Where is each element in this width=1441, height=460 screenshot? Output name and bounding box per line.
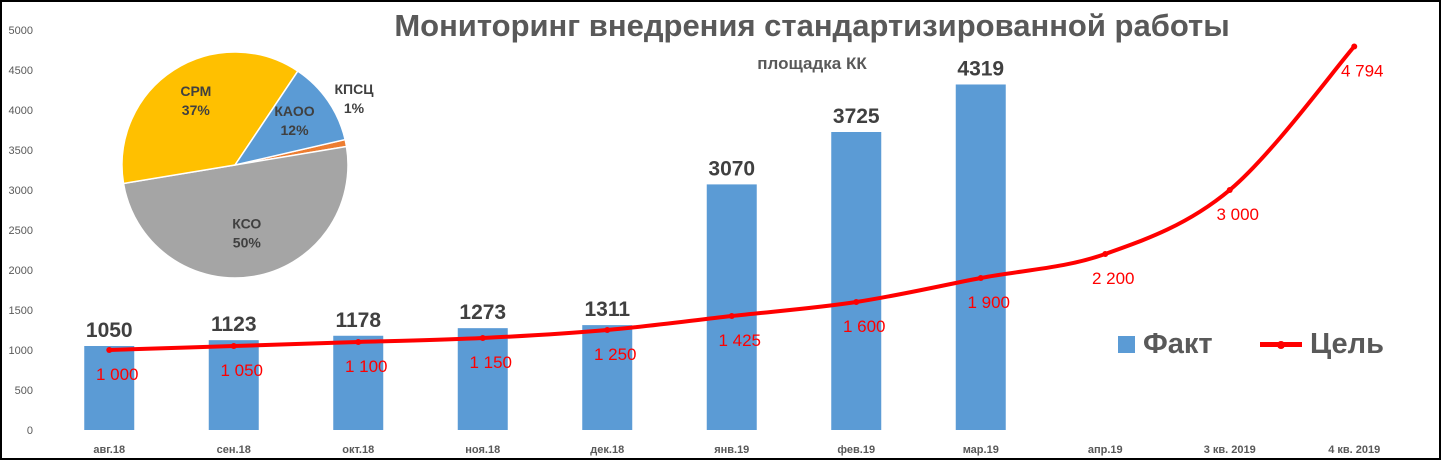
pie-slice [233, 70, 347, 167]
pie-slice-label: СРМ [180, 83, 211, 99]
goal-value-label: 1 250 [594, 345, 637, 364]
bar-fakt [84, 346, 135, 430]
pie-slice-label: КПСЦ [335, 81, 375, 97]
pie-slice-percent: 50% [233, 234, 262, 250]
x-tick-label: 4 кв. 2019 [1328, 444, 1380, 456]
y-tick-label: 500 [15, 385, 33, 397]
pie-slice-label: КСО [232, 215, 261, 231]
y-tick-label: 0 [27, 425, 33, 437]
bar-fakt [333, 335, 384, 430]
goal-value-label: 3 000 [1216, 205, 1259, 224]
y-tick-label: 1500 [9, 305, 33, 317]
y-tick-label: 3000 [9, 185, 33, 197]
goal-value-label: 1 600 [843, 317, 886, 336]
x-tick-label: мар.19 [963, 444, 999, 456]
bar-fakt [208, 340, 259, 430]
goal-marker [1226, 187, 1233, 193]
legend-label-goal: Цель [1310, 328, 1384, 360]
x-tick-label: ноя.18 [465, 444, 500, 456]
goal-marker [853, 299, 860, 305]
x-tick-label: 3 кв. 2019 [1204, 444, 1256, 456]
goal-value-label: 1 150 [469, 353, 512, 372]
legend-item-fakt: Факт [1118, 328, 1213, 361]
goal-value-label: 1 900 [967, 293, 1010, 312]
goal-value-label: 1 050 [220, 361, 263, 380]
y-tick-label: 1000 [9, 345, 33, 357]
pie-slice-label: КАОО [274, 103, 314, 119]
bar-fakt [955, 84, 1006, 430]
x-tick-label: авг.18 [93, 444, 125, 456]
pie-slice [121, 51, 299, 185]
y-tick-label: 2000 [9, 265, 33, 277]
y-tick-label: 4500 [9, 65, 33, 77]
pie-slice-percent: 12% [281, 122, 310, 138]
goal-marker [230, 343, 237, 349]
goal-marker [728, 313, 735, 319]
goal-marker [479, 335, 486, 341]
x-tick-label: фев.19 [837, 444, 875, 456]
goal-marker [1351, 43, 1358, 50]
legend-swatch-fakt [1118, 336, 1135, 353]
goal-value-label: 1 425 [718, 331, 761, 350]
bar-value-label: 1050 [86, 319, 133, 342]
bar-fakt [457, 328, 508, 430]
x-tick-label: янв.19 [714, 444, 749, 456]
legend-item-goal: Цель [1260, 328, 1384, 361]
pie-slice-percent: 1% [344, 100, 365, 116]
bar-fakt [831, 132, 882, 430]
y-tick-label: 2500 [9, 225, 33, 237]
y-tick-label: 5000 [9, 25, 33, 37]
goal-marker [977, 275, 984, 281]
bar-value-label: 1123 [211, 313, 257, 336]
chart-subtitle: площадка КК [757, 54, 867, 73]
goal-value-label: 2 200 [1092, 269, 1135, 288]
bar-value-label: 1178 [335, 309, 381, 332]
bar-value-label: 4319 [957, 57, 1004, 80]
chart-title: Мониторинг внедрения стандартизированной… [394, 8, 1230, 43]
bar-fakt [582, 325, 633, 430]
bar-value-label: 3725 [833, 105, 880, 128]
goal-value-label: 1 000 [96, 365, 139, 384]
y-tick-label: 4000 [9, 105, 33, 117]
x-tick-label: сен.18 [217, 444, 251, 456]
goal-value-label: 4 794 [1341, 61, 1384, 80]
bar-value-label: 3070 [708, 157, 755, 180]
bar-fakt [706, 184, 757, 430]
pie-slice-percent: 37% [182, 102, 211, 118]
goal-marker [355, 339, 362, 345]
goal-marker [106, 347, 113, 353]
bar-value-label: 1311 [584, 298, 630, 321]
x-tick-label: апр.19 [1088, 444, 1123, 456]
legend-label-fakt: Факт [1143, 328, 1213, 360]
goal-marker [604, 327, 611, 333]
goal-marker [1102, 251, 1109, 257]
x-tick-label: окт.18 [342, 444, 374, 456]
goal-value-label: 1 100 [345, 357, 388, 376]
y-tick-label: 3500 [9, 145, 33, 157]
pie-slice [122, 145, 349, 279]
x-tick-label: дек.18 [590, 444, 624, 456]
bar-value-label: 1273 [459, 301, 506, 324]
legend-swatch-goal [1260, 340, 1302, 349]
